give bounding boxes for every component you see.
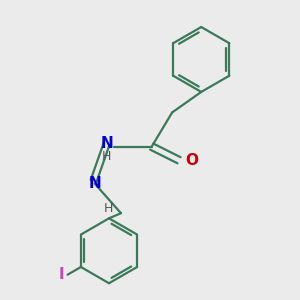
Text: I: I: [58, 267, 64, 282]
Text: H: H: [103, 202, 113, 214]
Text: O: O: [185, 153, 198, 168]
Text: N: N: [88, 176, 101, 191]
Text: N: N: [100, 136, 113, 152]
Text: H: H: [102, 150, 111, 163]
